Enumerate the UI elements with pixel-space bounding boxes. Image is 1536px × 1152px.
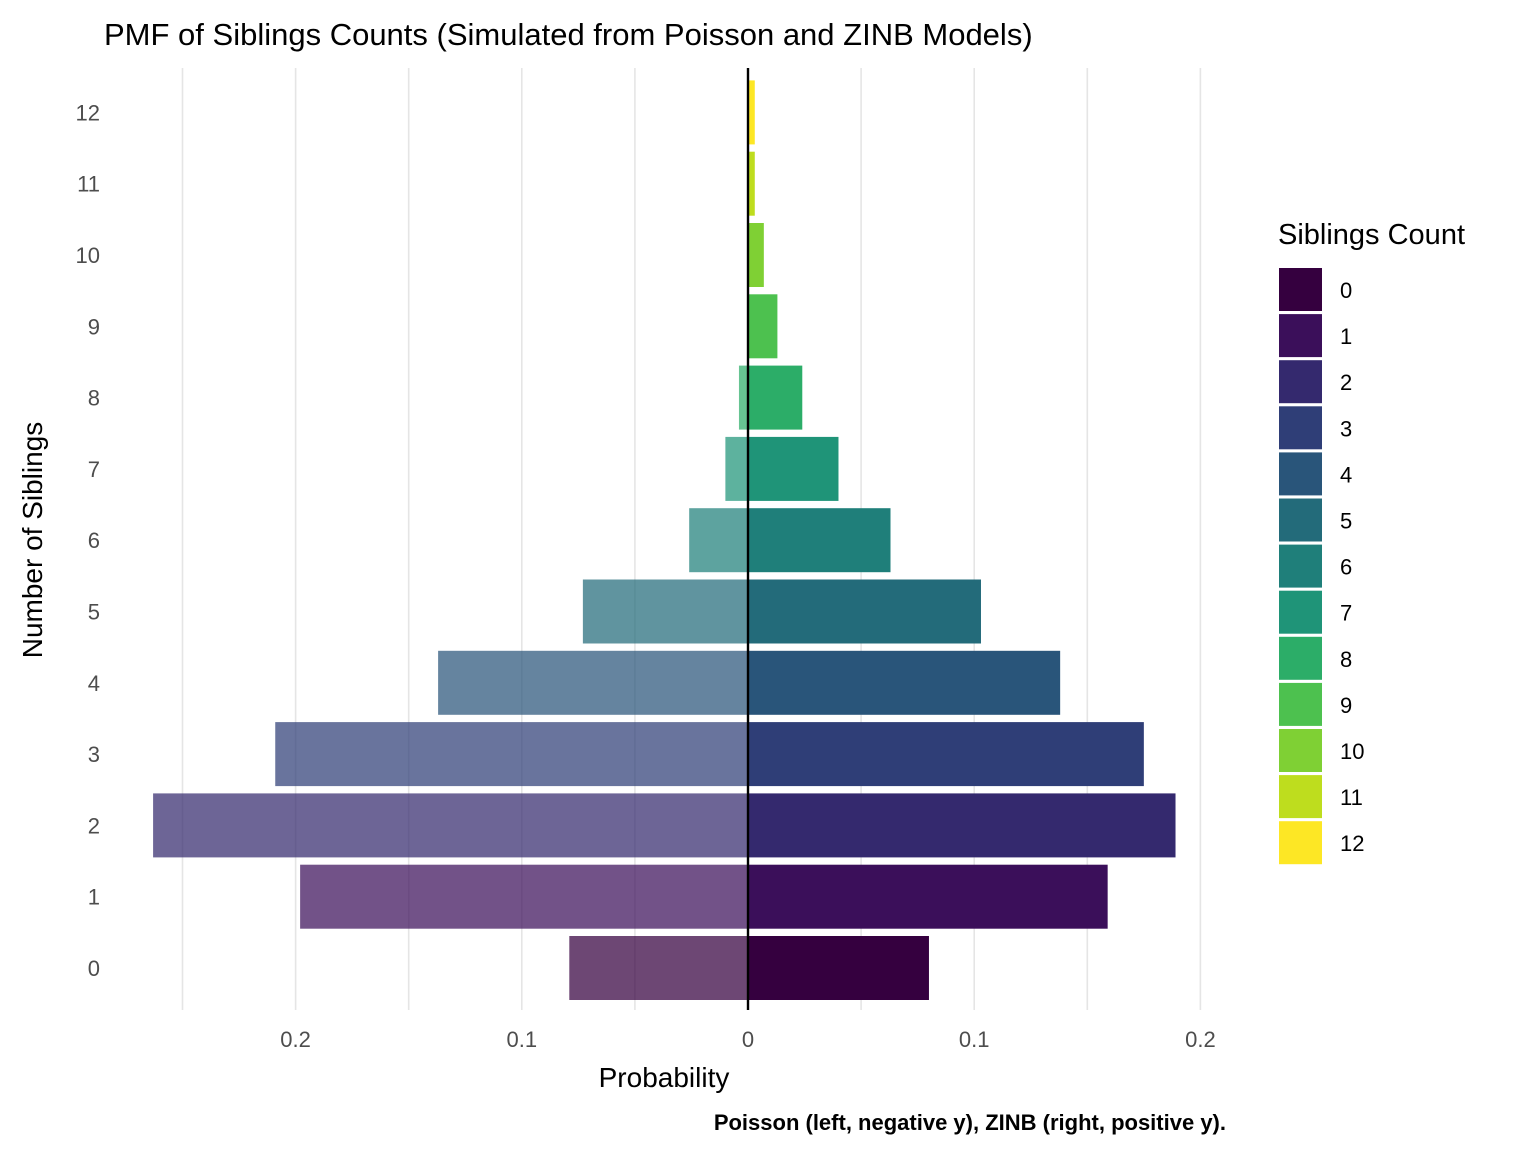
poisson-bar-3 <box>275 722 748 787</box>
poisson-bar-8 <box>738 365 748 430</box>
poisson-bar-2 <box>153 793 748 858</box>
legend-label: 1 <box>1340 324 1352 349</box>
x-axis-title: Probability <box>599 1062 730 1093</box>
zinb-bar-3 <box>748 722 1144 787</box>
zinb-bar-10 <box>748 223 764 287</box>
zinb-bar-6 <box>748 508 891 573</box>
x-axis-ticks: 0.2 0.1 0 0.1 0.2 <box>280 1027 1215 1052</box>
y-tick-label: 6 <box>88 528 100 553</box>
legend-label: 9 <box>1340 693 1352 718</box>
zinb-bar-2 <box>748 793 1176 858</box>
poisson-bar-4 <box>438 650 748 715</box>
legend-key-5 <box>1279 498 1322 542</box>
poisson-bar-6 <box>689 508 748 573</box>
zinb-bar-12 <box>748 80 755 145</box>
legend-label: 8 <box>1340 647 1352 672</box>
legend-key-1 <box>1279 314 1322 358</box>
legend-label: 5 <box>1340 509 1352 534</box>
y-tick-label: 0 <box>88 956 100 981</box>
zinb-bar-4 <box>748 650 1061 715</box>
zinb-bar-8 <box>748 365 803 430</box>
y-tick-label: 5 <box>88 600 100 625</box>
zinb-bar-7 <box>748 436 839 501</box>
y-tick-label: 1 <box>88 885 100 910</box>
chart-title: PMF of Siblings Counts (Simulated from P… <box>104 17 1033 52</box>
zinb-bar-5 <box>748 579 981 644</box>
legend-label: 7 <box>1340 601 1352 626</box>
legend-label: 11 <box>1340 785 1363 810</box>
y-tick-label: 8 <box>88 386 100 411</box>
legend-key-8 <box>1279 636 1322 680</box>
legend-key-6 <box>1279 544 1322 588</box>
poisson-bar-1 <box>300 864 748 929</box>
y-tick-label: 11 <box>77 172 100 197</box>
x-tick-label: 0.2 <box>1185 1027 1216 1052</box>
poisson-bar-5 <box>582 579 748 644</box>
zinb-bar-0 <box>748 936 929 1000</box>
legend-key-9 <box>1279 682 1322 726</box>
x-tick-label: 0.1 <box>959 1027 990 1052</box>
x-tick-label: 0 <box>742 1027 754 1052</box>
x-tick-label: 0.2 <box>280 1027 311 1052</box>
poisson-bar-0 <box>569 936 748 1000</box>
y-tick-label: 4 <box>88 671 100 696</box>
legend-label: 6 <box>1340 555 1352 580</box>
chart-caption: Poisson (left, negative y), ZINB (right,… <box>714 1110 1226 1135</box>
legend-key-0 <box>1279 268 1322 311</box>
legend-label: 0 <box>1340 278 1352 303</box>
y-tick-label: 3 <box>88 742 100 767</box>
x-tick-label: 0.1 <box>507 1027 538 1052</box>
legend-label: 2 <box>1340 370 1352 395</box>
y-tick-label: 7 <box>88 457 100 482</box>
legend-key-7 <box>1279 590 1322 634</box>
y-tick-label: 9 <box>88 314 100 339</box>
legend-label: 12 <box>1340 831 1364 856</box>
zinb-bar-11 <box>748 151 755 216</box>
legend-label: 4 <box>1340 462 1352 487</box>
legend-label: 3 <box>1340 416 1352 441</box>
y-tick-label: 2 <box>88 813 100 838</box>
zinb-bar-9 <box>748 294 778 359</box>
bars <box>153 80 1176 1000</box>
y-tick-label: 12 <box>76 100 100 125</box>
zinb-bar-1 <box>748 864 1108 929</box>
legend-key-12 <box>1279 821 1322 865</box>
legend-key-2 <box>1279 360 1322 404</box>
legend-label: 10 <box>1340 739 1364 764</box>
legend-key-3 <box>1279 406 1322 450</box>
y-tick-label: 10 <box>76 243 100 268</box>
poisson-bar-7 <box>725 436 748 501</box>
legend-key-11 <box>1279 775 1322 819</box>
y-axis-title: Number of Siblings <box>17 422 48 659</box>
legend-key-10 <box>1279 729 1322 772</box>
legend-title: Siblings Count <box>1278 219 1465 251</box>
legend-key-4 <box>1279 452 1322 496</box>
